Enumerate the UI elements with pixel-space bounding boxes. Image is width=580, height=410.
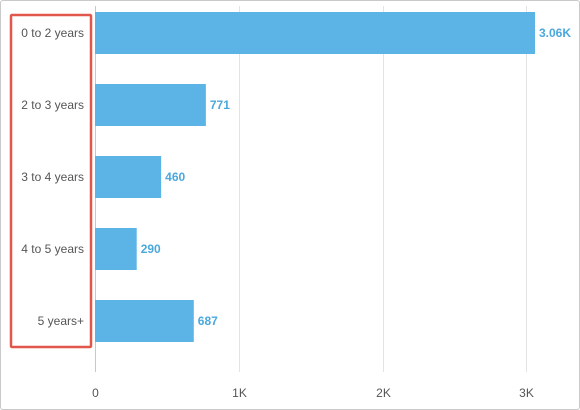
category-label: 3 to 4 years (21, 170, 84, 184)
category-label: 2 to 3 years (21, 98, 84, 112)
x-tick-label: 2K (376, 386, 391, 400)
bar-1[interactable] (95, 84, 206, 126)
data-label: 3.06K (539, 26, 571, 40)
bars (95, 12, 535, 342)
category-label: 0 to 2 years (21, 26, 84, 40)
x-tick-label: 0 (92, 386, 99, 400)
data-label: 460 (165, 170, 185, 184)
data-label: 771 (210, 98, 230, 112)
bar-2[interactable] (95, 156, 162, 198)
category-labels: 0 to 2 years 2 to 3 years 3 to 4 years 4 to… (21, 26, 84, 328)
x-tick-label: 3K (519, 386, 534, 400)
x-axis-ticks: 0 1K 2K 3K (92, 386, 534, 400)
bar-0[interactable] (95, 12, 535, 54)
data-labels: 3.06K 771 460 290 687 (141, 26, 572, 328)
data-label: 290 (141, 242, 161, 256)
data-label: 687 (198, 314, 218, 328)
category-highlight-box (9, 13, 93, 349)
bar-3[interactable] (95, 228, 137, 270)
category-label: 5 years+ (38, 314, 84, 328)
x-tick-label: 1K (232, 386, 247, 400)
bar-4[interactable] (95, 300, 194, 342)
category-label: 4 to 5 years (21, 242, 84, 256)
